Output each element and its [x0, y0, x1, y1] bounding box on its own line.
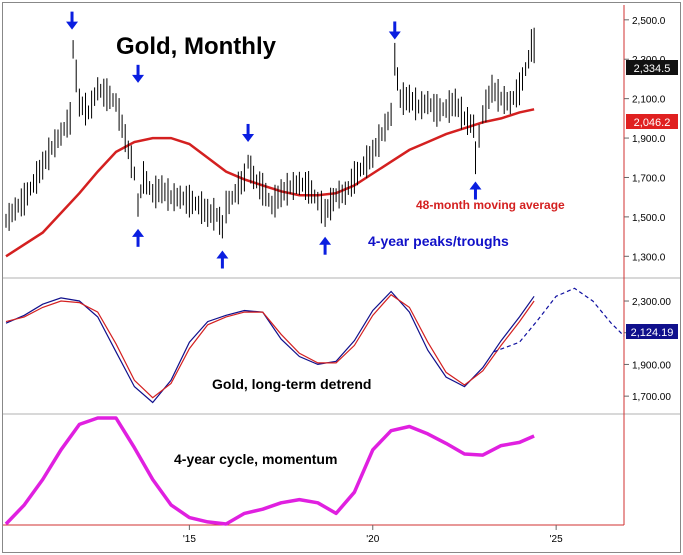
peak-arrow — [66, 11, 79, 30]
y-tick-label: 2,100.0 — [632, 95, 666, 106]
price-label: 2,334.5 — [634, 63, 671, 75]
price-series — [5, 27, 535, 239]
cycle-annotation: 4-year peaks/troughs — [368, 233, 509, 249]
peak-arrow — [242, 123, 255, 142]
momentum-line — [4, 416, 535, 526]
y-tick-label: 2,300.00 — [632, 297, 671, 308]
ma-label-box — [626, 114, 678, 129]
momentum-series — [4, 416, 535, 526]
peak-arrow — [388, 21, 401, 40]
x-tick-label: '20 — [366, 534, 379, 545]
chart-title: Gold, Monthly — [116, 33, 277, 60]
y-tick-label: 1,500.0 — [632, 213, 666, 224]
y-tick-label: 1,300.0 — [632, 252, 666, 263]
momentum-title: 4-year cycle, momentum — [174, 451, 337, 467]
trough-arrow — [132, 228, 145, 247]
y-tick-label: 1,700.00 — [632, 392, 671, 403]
cycle-arrows — [66, 11, 482, 269]
detrend-series — [5, 287, 625, 404]
y-tick-label: 1,900.00 — [632, 360, 671, 371]
y-tick-label: 1,700.0 — [632, 173, 666, 184]
y-tick-label: 2,500.0 — [632, 16, 666, 27]
trough-arrow — [469, 181, 482, 200]
x-axis-ticks: '15 '20 '25 — [183, 525, 563, 545]
ma-label: 2,046.2 — [634, 117, 671, 129]
x-tick-label: '25 — [550, 534, 563, 545]
detrend-fast-line — [5, 290, 535, 404]
detrend-value-label: 2,124.19 — [631, 327, 674, 339]
peak-arrow — [132, 64, 145, 83]
detrend-slow-line — [5, 293, 535, 399]
trough-arrow — [216, 250, 229, 269]
ma-annotation: 48-month moving average — [416, 198, 565, 212]
detrend-label-box — [626, 324, 678, 339]
y-tick-label: 1,900.0 — [632, 134, 666, 145]
price-label-box — [626, 60, 678, 75]
x-tick-label: '15 — [183, 534, 196, 545]
detrend-title: Gold, long-term detrend — [212, 376, 371, 392]
trough-arrow — [319, 236, 332, 255]
